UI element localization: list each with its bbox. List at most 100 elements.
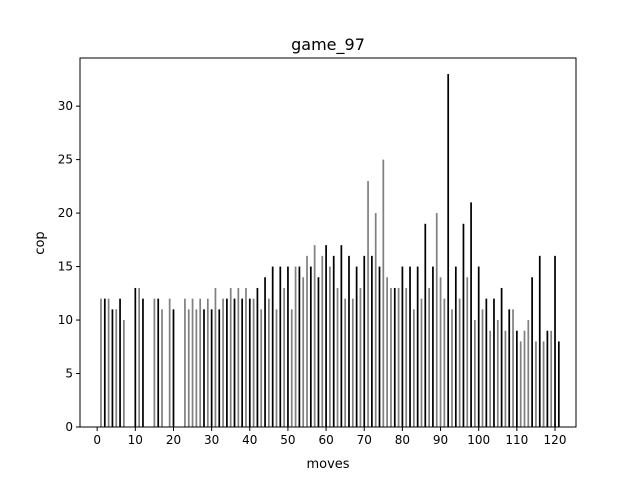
bar xyxy=(344,298,347,427)
bar xyxy=(516,330,518,427)
y-tick-label: 25 xyxy=(58,153,73,167)
bar xyxy=(374,213,377,427)
x-tick-label: 0 xyxy=(93,433,101,447)
bar xyxy=(371,255,373,427)
bar xyxy=(283,287,285,427)
bar xyxy=(119,298,121,427)
x-tick-label: 10 xyxy=(128,433,143,447)
bar xyxy=(229,287,232,427)
bar xyxy=(226,298,228,427)
bar xyxy=(153,298,156,427)
bar xyxy=(401,266,404,427)
bar xyxy=(107,298,110,427)
x-tick-label: 90 xyxy=(433,433,448,447)
bar xyxy=(294,266,297,427)
bar xyxy=(172,309,175,427)
bar xyxy=(233,298,236,427)
bar xyxy=(470,202,472,427)
bar xyxy=(519,341,522,427)
bar xyxy=(393,287,396,427)
bar xyxy=(134,287,137,427)
bar xyxy=(439,277,442,427)
bar xyxy=(554,255,556,427)
bar xyxy=(474,320,476,427)
bar xyxy=(531,277,533,427)
bar xyxy=(348,255,350,427)
bar xyxy=(317,277,320,427)
bar xyxy=(290,309,293,427)
bar xyxy=(264,277,266,427)
bar xyxy=(332,255,335,427)
bar xyxy=(386,277,388,427)
bar xyxy=(138,287,140,427)
bar xyxy=(390,287,392,427)
bar xyxy=(542,341,545,427)
bar xyxy=(210,309,213,427)
bar xyxy=(454,266,457,427)
bar xyxy=(416,266,419,427)
bar xyxy=(382,159,385,428)
x-tick-label: 20 xyxy=(166,433,181,447)
x-tick-label: 50 xyxy=(280,433,295,447)
bar xyxy=(420,298,423,427)
bar xyxy=(123,320,125,427)
y-tick-label: 10 xyxy=(58,313,73,327)
bar xyxy=(237,287,240,427)
bar xyxy=(279,266,282,427)
bar xyxy=(191,298,194,427)
bar xyxy=(306,255,308,427)
bar xyxy=(405,287,408,427)
bar xyxy=(546,330,549,427)
bar xyxy=(500,287,503,427)
bar xyxy=(336,287,339,427)
bar xyxy=(340,245,343,427)
bar xyxy=(168,298,171,427)
bar xyxy=(222,298,224,427)
bar xyxy=(512,309,514,427)
bar xyxy=(504,330,507,427)
y-tick-label: 5 xyxy=(65,367,73,381)
bar xyxy=(485,298,488,427)
bar xyxy=(256,287,259,427)
bar xyxy=(451,309,453,427)
bar xyxy=(355,266,358,427)
bar xyxy=(527,320,530,427)
bar xyxy=(477,266,480,427)
bar xyxy=(268,298,270,427)
bar xyxy=(157,298,160,427)
chart-title: game_97 xyxy=(291,35,365,55)
bar xyxy=(260,309,263,427)
bar xyxy=(199,298,202,427)
x-tick-label: 100 xyxy=(467,433,490,447)
bar xyxy=(206,298,209,427)
bar xyxy=(496,320,499,427)
x-tick-label: 110 xyxy=(505,433,528,447)
bar xyxy=(248,298,251,427)
bar xyxy=(195,309,198,427)
bar xyxy=(538,255,541,427)
x-tick-label: 80 xyxy=(395,433,410,447)
bar xyxy=(214,287,217,427)
bar xyxy=(103,298,106,427)
bar xyxy=(378,266,381,427)
bar xyxy=(241,298,244,427)
bar xyxy=(245,287,247,427)
x-tick-label: 60 xyxy=(318,433,333,447)
y-axis-label: cop xyxy=(33,231,48,254)
bar xyxy=(271,266,274,427)
bar xyxy=(287,266,289,427)
bar xyxy=(462,223,465,427)
bar xyxy=(325,245,327,427)
bar xyxy=(363,255,366,427)
bar xyxy=(481,309,484,427)
bar xyxy=(550,330,553,427)
bar xyxy=(435,213,438,427)
bar xyxy=(115,309,118,427)
bar xyxy=(466,277,469,427)
bar xyxy=(535,341,537,427)
bar xyxy=(313,245,316,427)
bar xyxy=(557,341,560,427)
bar xyxy=(428,287,430,427)
bar xyxy=(218,309,221,427)
x-tick-label: 30 xyxy=(204,433,219,447)
